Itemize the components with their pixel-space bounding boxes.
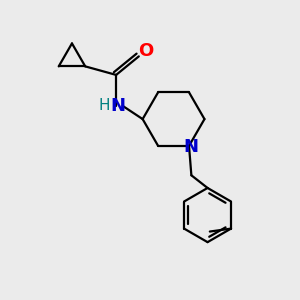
Text: O: O [138, 42, 153, 60]
Text: H: H [98, 98, 110, 113]
Text: N: N [110, 97, 125, 115]
Text: N: N [183, 138, 198, 156]
